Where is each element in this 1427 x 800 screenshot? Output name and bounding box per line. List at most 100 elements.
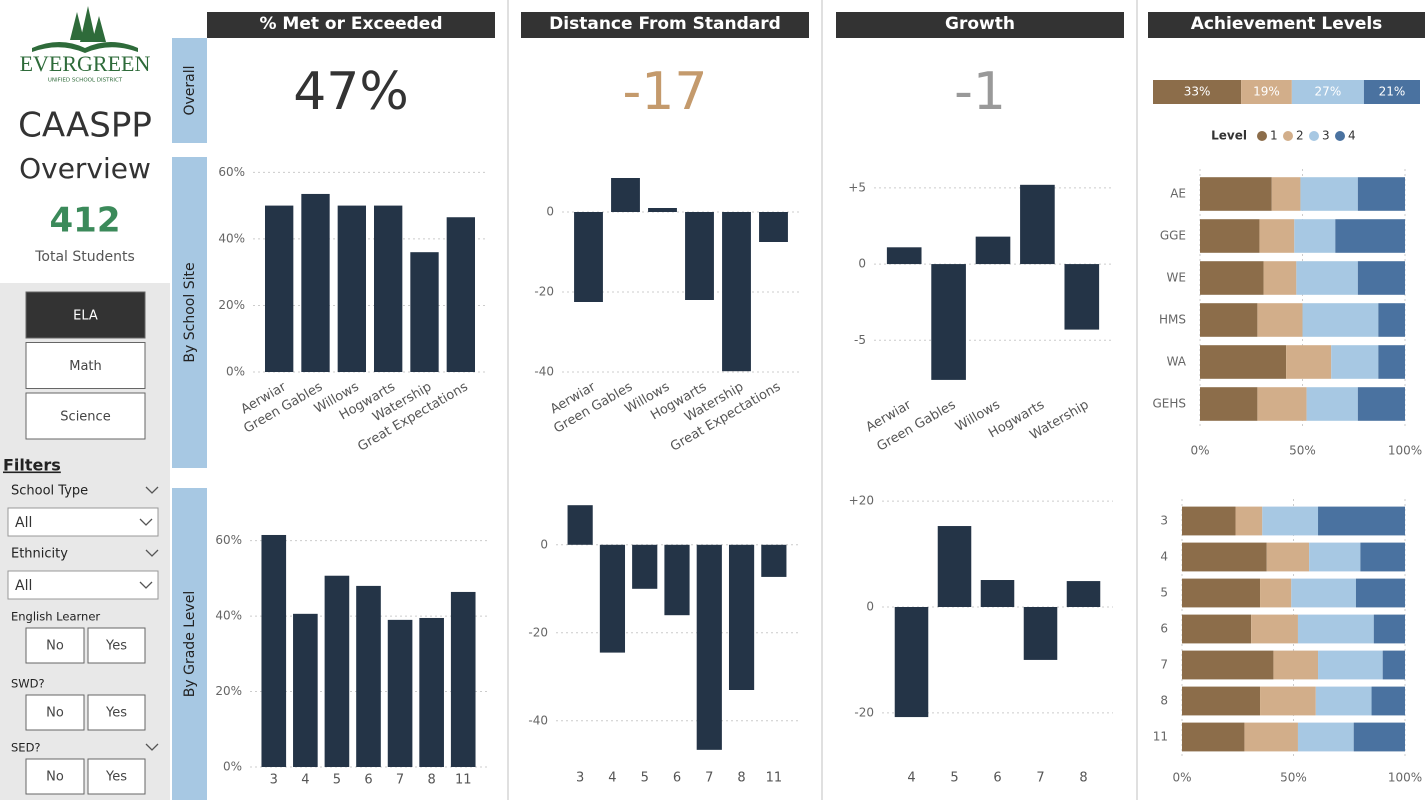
bar [761,544,787,577]
bar-segment [1200,219,1260,253]
column-header [836,12,1124,38]
x-tick-label: 100% [1388,444,1422,458]
bar-segment [1271,177,1301,211]
dropdown-value: All [15,515,32,531]
y-tick-label: 0% [223,760,242,774]
y-tick-label: -20 [534,285,554,299]
bar [574,212,603,302]
dropdown-chevron[interactable] [145,486,159,494]
subject-button[interactable] [25,291,146,339]
y-tick-label: -40 [528,713,548,727]
bar-segment [1291,578,1356,608]
panel-separators [507,0,1138,800]
report-title: CAASPP [18,106,152,146]
legend-swatch [1283,131,1293,141]
bar-segment [1266,542,1310,572]
bar-segment [1263,261,1297,295]
x-tick-label: 8 [1079,771,1087,786]
x-tick-label: 4 [608,771,616,786]
bar-segment [1378,303,1405,337]
bar [685,212,714,300]
dropdown-chevron[interactable] [145,549,159,557]
filter-label: School Type [11,484,88,499]
bar-segment [1200,177,1272,211]
y-tick-label: -20 [854,705,874,719]
data-label: 19% [1253,85,1280,99]
dropdown-chevron[interactable] [139,581,153,589]
bar-segment [1360,542,1405,572]
y-tick-label: 60% [218,165,245,179]
toggle-button[interactable] [25,694,85,731]
bar-segment [1182,506,1236,536]
filter-label: SWD? [11,677,45,691]
kpi-value: 47% [293,62,409,122]
filter-label: SED? [11,741,41,755]
y-tick-label: WA [1167,355,1187,369]
x-tick-label: 7 [1036,771,1044,786]
logo-subtitle: UNIFIED SCHOOL DISTRICT [48,78,123,84]
dropdown[interactable] [7,507,159,537]
y-tick-label: HMS [1159,313,1186,327]
subject-button[interactable] [25,342,146,389]
bar-segment [1182,542,1267,572]
bar-segment [1335,219,1405,253]
toggle-button[interactable] [87,758,146,795]
bar [931,264,966,380]
column-header-label: Achievement Levels [1191,14,1383,34]
bar-segment [1318,650,1383,680]
bar [599,544,626,653]
bar [1020,184,1055,265]
dropdown-chevron[interactable] [145,743,159,751]
bar [387,619,413,767]
column-header [521,12,809,38]
dropdown[interactable] [7,570,159,600]
toggle-button[interactable] [25,627,85,664]
bar-segment [1291,80,1364,104]
bar-segment [1378,345,1405,379]
legend-label: 2 [1296,129,1304,143]
bar-segment [1296,261,1358,295]
x-tick-label: 6 [993,771,1001,786]
toggle-button[interactable] [87,694,146,731]
toggle-button[interactable] [25,758,85,795]
toggle-label: Yes [105,770,127,785]
y-tick-label: 60% [215,533,242,547]
bar [648,208,677,212]
bar [324,575,350,767]
row-label: By School Site [182,262,198,362]
x-tick-label: 50% [1289,444,1316,458]
data-label: 27% [1315,85,1342,99]
bar-segment [1244,722,1298,752]
y-tick-label: -20 [528,625,548,639]
bar [611,178,640,212]
x-tick-label: 8 [428,773,436,788]
x-tick-label: 6 [364,773,372,788]
bar-segment [1300,177,1358,211]
y-tick-label: 5 [1160,586,1168,600]
bar [446,217,476,372]
toggle-label: Yes [105,706,127,721]
bar-segment [1309,542,1361,572]
bar [264,205,294,372]
x-tick-label: 7 [396,773,404,788]
bar-segment [1357,387,1405,421]
y-tick-label: 0 [540,537,548,551]
x-tick-label: 3 [270,773,278,788]
y-tick-label: 7 [1160,658,1168,672]
legend-label: 4 [1348,129,1356,143]
bar [664,544,690,616]
y-tick-label: 20% [215,684,242,698]
bar-segment [1257,303,1303,337]
total-label: Total Students [34,249,135,265]
bar-segment [1200,261,1264,295]
subject-button[interactable] [25,392,146,440]
bar-segment [1357,177,1405,211]
bar [937,526,972,607]
filter-label: Ethnicity [11,547,68,562]
x-tick-label: 6 [673,771,681,786]
legend-label: 3 [1322,129,1330,143]
toggle-button[interactable] [87,627,146,664]
bar-segment [1241,80,1292,104]
dropdown-chevron[interactable] [139,518,153,526]
bar-segment [1235,506,1263,536]
